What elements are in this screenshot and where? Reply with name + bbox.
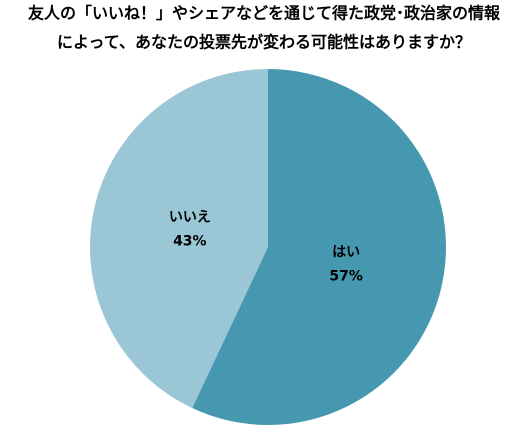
- slice-label: いいえ: [169, 210, 211, 226]
- pie-slice: [192, 69, 447, 426]
- chart-title: 友人の「いいね！」やシェアなどを通じて得た政党･政治家の情報: [28, 4, 501, 23]
- slice-label: はい: [332, 244, 360, 260]
- slice-value-label: 57%: [329, 268, 363, 284]
- chart-title: によって、あなたの投票先が変わる可能性はありますか？: [57, 33, 471, 52]
- pie-slice: [90, 69, 269, 409]
- slice-value-label: 43%: [173, 234, 207, 250]
